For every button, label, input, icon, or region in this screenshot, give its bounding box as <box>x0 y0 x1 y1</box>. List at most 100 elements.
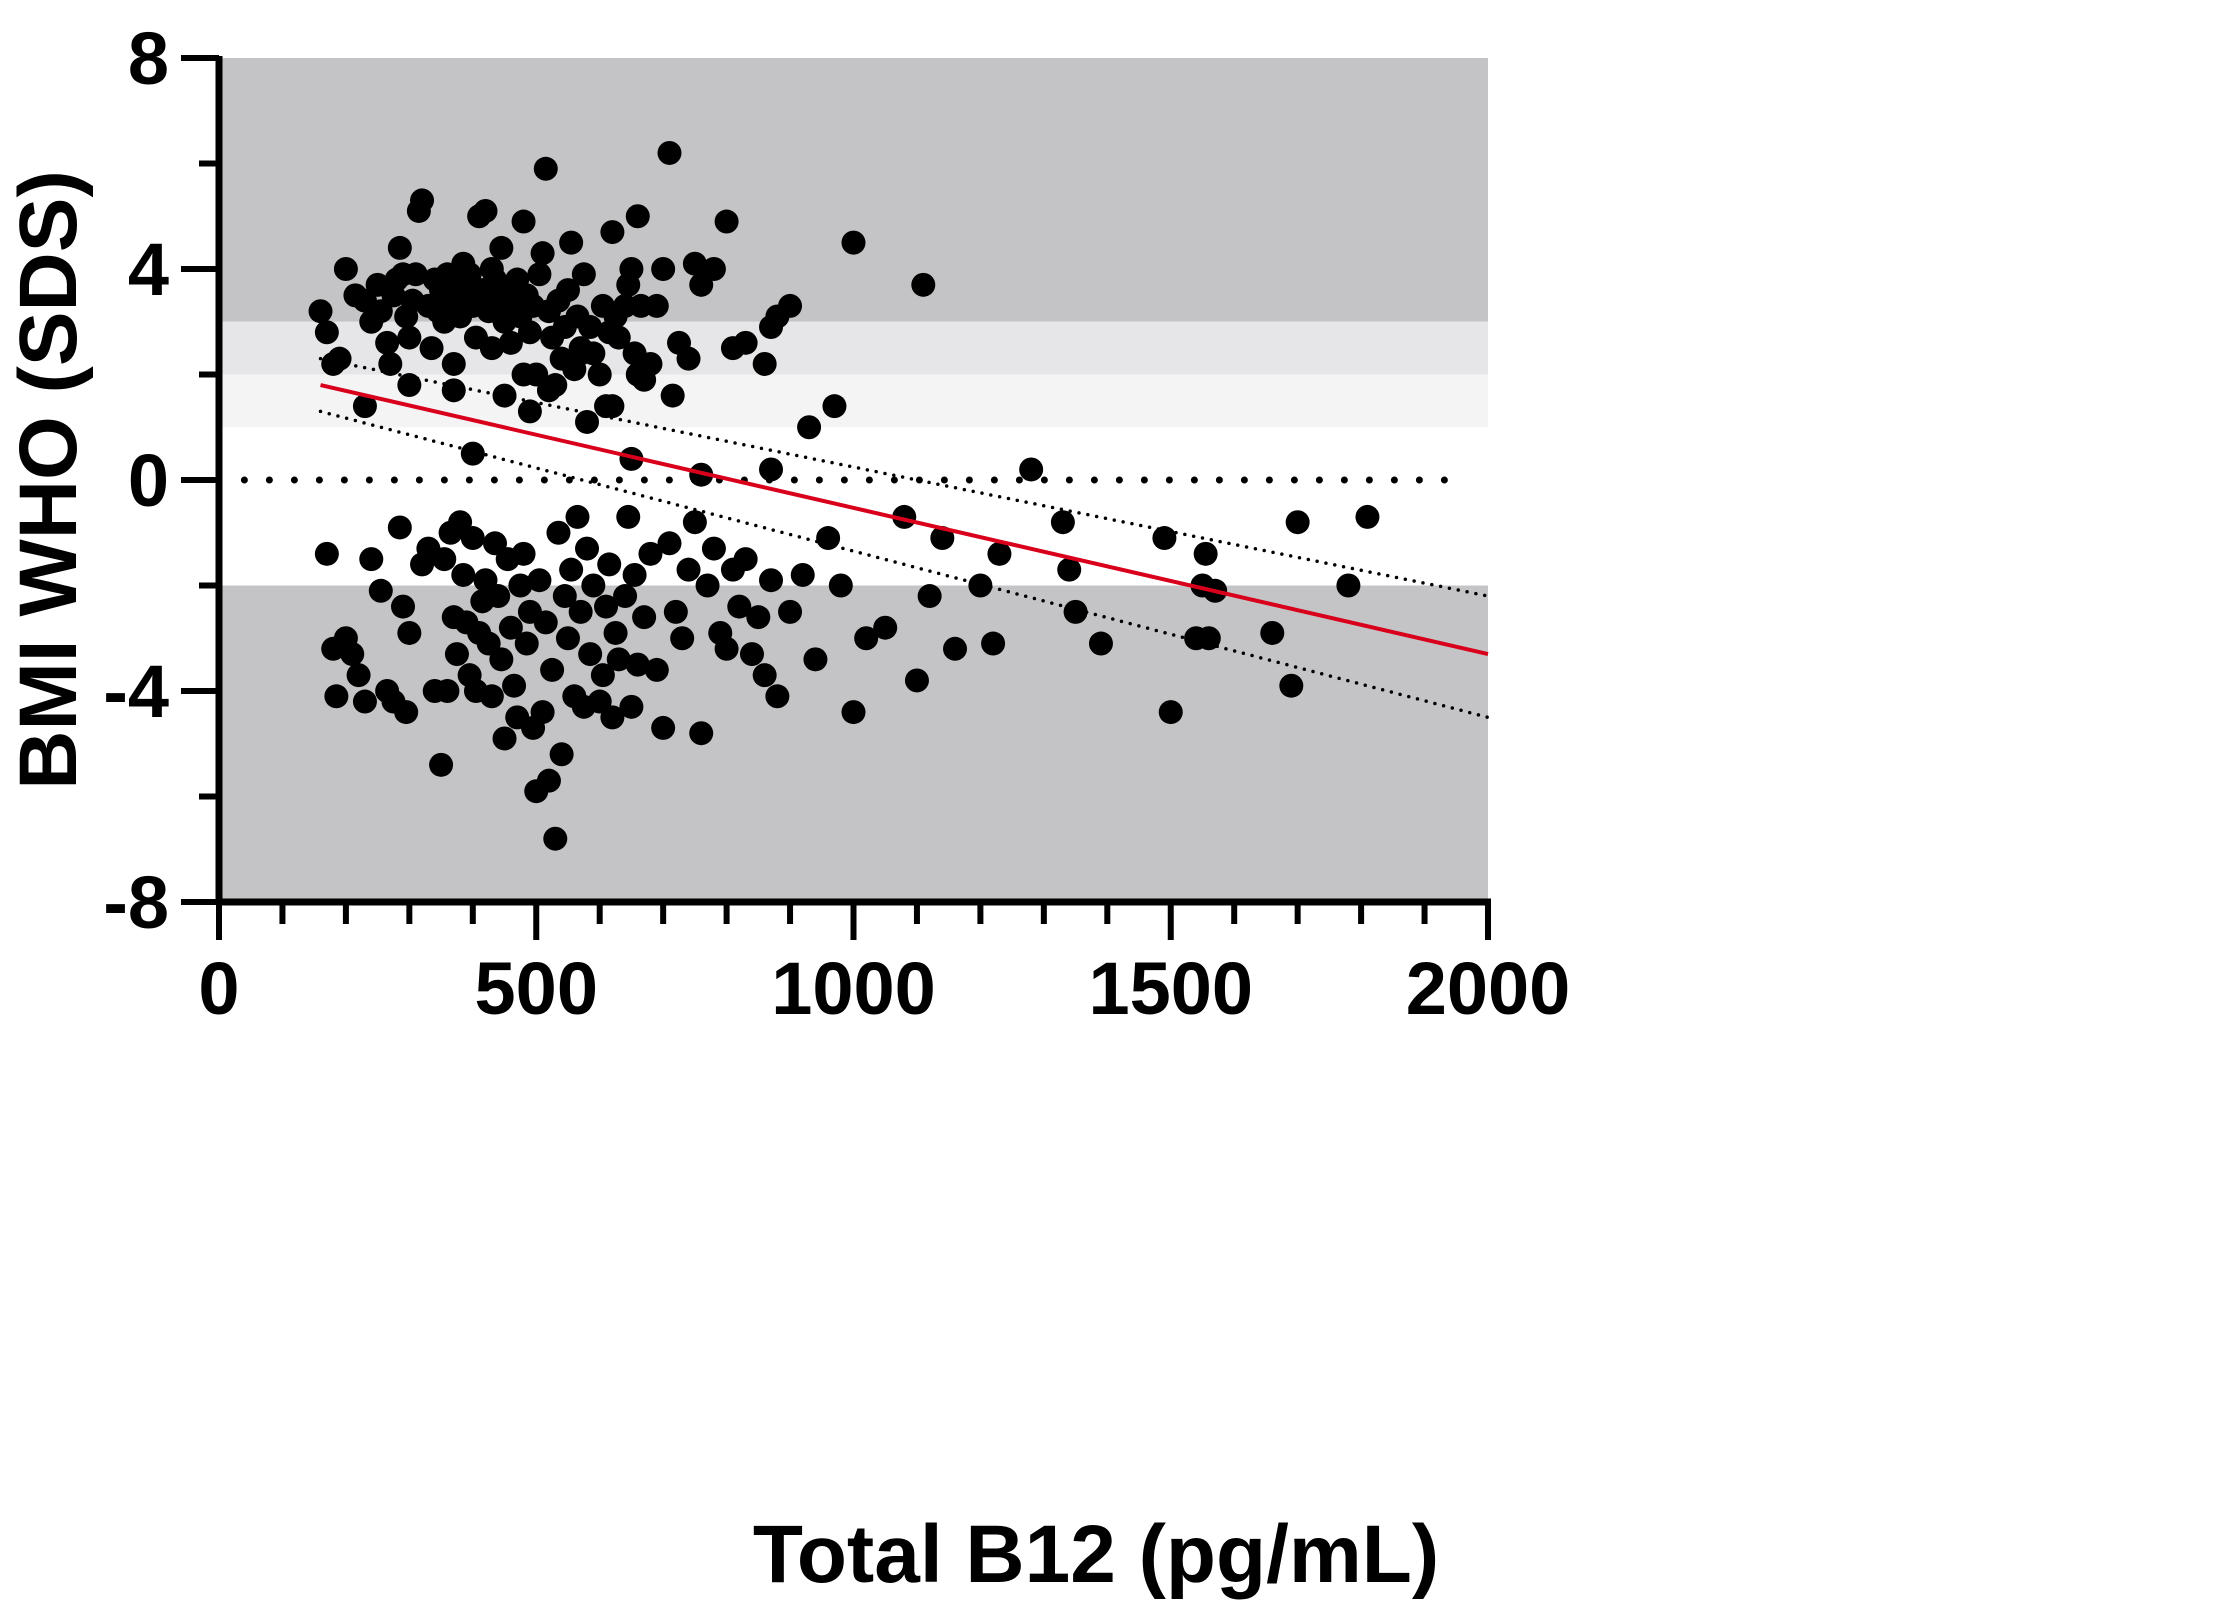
data-point <box>657 531 682 556</box>
data-point <box>752 663 777 688</box>
data-point <box>387 235 412 260</box>
data-point <box>314 541 339 566</box>
regression-line <box>320 383 1489 657</box>
ci-upper-line <box>318 356 1490 598</box>
data-point <box>911 272 936 297</box>
data-point <box>546 520 571 545</box>
data-point <box>492 726 517 751</box>
data-point <box>943 636 968 661</box>
x-tick-label: 2000 <box>1406 947 1571 1030</box>
data-point <box>517 320 542 345</box>
data-point <box>314 320 339 345</box>
data-point <box>606 647 631 672</box>
data-point <box>714 209 739 234</box>
data-point <box>378 351 403 376</box>
data-point <box>676 346 701 371</box>
data-point <box>638 541 663 566</box>
data-point <box>695 573 720 598</box>
data-point <box>733 330 758 355</box>
data-point <box>489 235 514 260</box>
data-point <box>1355 504 1380 529</box>
data-point <box>663 599 688 624</box>
data-point <box>324 684 349 709</box>
data-point <box>828 573 853 598</box>
axes <box>181 55 1491 940</box>
data-point <box>619 446 644 471</box>
data-point <box>759 457 784 482</box>
data-point <box>559 230 584 255</box>
data-point <box>429 752 454 777</box>
data-point <box>1279 673 1304 698</box>
data-point <box>765 684 790 709</box>
data-point <box>778 599 803 624</box>
x-axis-title: Total B12 (pg/mL) <box>753 1509 1439 1600</box>
data-point <box>651 715 676 740</box>
data-point <box>444 642 469 667</box>
data-point <box>1152 526 1177 551</box>
data-point <box>333 257 358 281</box>
data-point <box>568 341 593 366</box>
data-point <box>651 257 676 281</box>
data-point <box>1019 457 1044 482</box>
data-point <box>441 378 466 403</box>
data-point <box>1285 510 1310 535</box>
data-point <box>540 657 565 682</box>
data-point <box>816 526 841 551</box>
data-point <box>517 399 542 424</box>
data-point <box>682 251 707 276</box>
data-point <box>432 547 457 572</box>
data-point <box>473 198 498 223</box>
data-point <box>555 626 580 651</box>
data-point <box>530 700 555 725</box>
data-point <box>391 594 416 619</box>
data-point <box>701 257 726 281</box>
data-point <box>352 394 377 419</box>
data-point <box>594 594 619 619</box>
y-axis-title: BMI WHO (SDS) <box>3 170 94 789</box>
data-point <box>625 204 650 229</box>
tick-labels: 0 500 1000 1500 2000 -8 -4 0 4 8 <box>103 17 1570 1030</box>
data-point <box>441 351 466 376</box>
data-point <box>489 647 514 672</box>
data-point <box>340 642 365 667</box>
y-tick-label: 4 <box>128 228 169 311</box>
data-point <box>568 599 593 624</box>
data-point <box>613 584 638 609</box>
data-point <box>397 620 422 645</box>
data-point <box>600 705 625 730</box>
regression-lines <box>318 356 1490 720</box>
data-point <box>904 668 929 693</box>
data-point <box>387 515 412 540</box>
y-tick-label: 8 <box>128 17 169 100</box>
data-point <box>727 594 752 619</box>
data-point <box>575 409 600 434</box>
data-point <box>511 209 536 234</box>
data-point <box>559 557 584 582</box>
data-point <box>536 378 561 403</box>
data-point <box>841 230 866 255</box>
data-point <box>587 362 612 387</box>
data-point <box>352 689 377 714</box>
data-point <box>676 557 701 582</box>
data-point <box>479 684 504 709</box>
x-tick-label: 1500 <box>1088 947 1253 1030</box>
data-point <box>419 336 444 361</box>
data-point <box>1050 510 1075 535</box>
data-point <box>619 694 644 719</box>
data-point <box>746 605 771 630</box>
data-point <box>981 631 1006 656</box>
data-point <box>657 140 682 165</box>
data-point <box>397 325 422 350</box>
data-point <box>530 241 555 266</box>
data-point <box>1057 557 1082 582</box>
data-point <box>403 262 428 287</box>
data-point <box>375 330 400 355</box>
data-point <box>536 768 561 793</box>
data-point <box>714 636 739 661</box>
data-point <box>930 526 955 551</box>
data-point <box>917 584 942 609</box>
data-point <box>514 631 539 656</box>
data-point <box>533 156 558 181</box>
data-point <box>797 415 822 440</box>
